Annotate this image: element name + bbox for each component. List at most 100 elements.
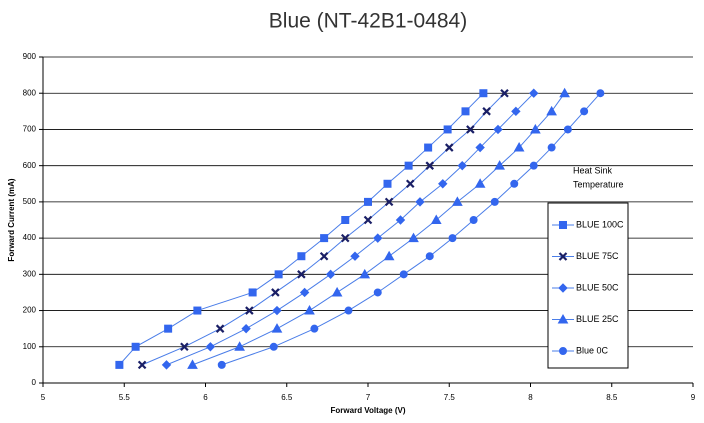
marker xyxy=(325,269,336,280)
marker xyxy=(547,143,556,152)
marker xyxy=(529,161,538,170)
marker xyxy=(438,179,448,189)
y-tick-label: 100 xyxy=(23,342,37,351)
marker xyxy=(448,234,457,243)
marker xyxy=(320,234,329,243)
marker xyxy=(443,125,452,134)
y-tick-label: 300 xyxy=(23,269,37,278)
y-tick-label: 0 xyxy=(32,378,37,387)
marker xyxy=(408,232,419,243)
marker xyxy=(399,270,408,279)
marker xyxy=(205,342,216,352)
marker xyxy=(269,342,278,351)
marker xyxy=(344,306,353,315)
marker xyxy=(299,287,310,298)
marker xyxy=(510,179,519,188)
marker xyxy=(187,359,198,369)
marker xyxy=(363,215,373,225)
marker xyxy=(500,88,509,98)
marker xyxy=(350,251,360,261)
marker xyxy=(424,143,433,152)
marker xyxy=(137,360,147,370)
x-tick-label: 6 xyxy=(203,393,208,402)
y-axis-label: Forward Current (mA) xyxy=(7,178,16,261)
marker xyxy=(457,160,467,171)
marker xyxy=(359,268,371,279)
marker xyxy=(482,107,491,116)
marker xyxy=(425,252,434,261)
marker xyxy=(563,125,572,134)
y-tick-label: 500 xyxy=(23,197,37,206)
marker xyxy=(161,360,172,370)
marker xyxy=(131,342,140,351)
marker xyxy=(474,178,486,188)
annotation: Heat Sink xyxy=(573,165,613,175)
series-line xyxy=(141,92,505,366)
marker xyxy=(341,216,350,224)
marker xyxy=(373,233,383,243)
y-tick-label: 200 xyxy=(23,306,37,315)
marker xyxy=(546,105,557,116)
marker xyxy=(241,323,251,334)
y-tick-label: 800 xyxy=(23,88,37,97)
x-tick-label: 5.5 xyxy=(119,393,131,402)
marker xyxy=(444,143,454,152)
marker xyxy=(596,89,605,98)
marker xyxy=(479,89,488,98)
marker xyxy=(383,250,395,261)
series-line xyxy=(221,92,601,366)
marker xyxy=(304,305,315,315)
marker xyxy=(274,270,283,279)
marker xyxy=(493,124,503,135)
annotation: Temperature xyxy=(573,179,624,189)
marker xyxy=(383,179,392,188)
marker xyxy=(248,288,257,297)
x-tick-label: 7 xyxy=(366,393,371,402)
marker xyxy=(331,286,343,297)
legend-marker xyxy=(558,252,568,261)
legend-marker xyxy=(558,283,568,293)
marker xyxy=(271,323,283,333)
x-tick-label: 7.5 xyxy=(444,393,456,402)
marker xyxy=(466,125,475,134)
legend-label: BLUE 50C xyxy=(576,282,619,292)
marker xyxy=(490,197,499,206)
marker xyxy=(452,196,463,206)
marker xyxy=(271,288,280,297)
marker xyxy=(530,123,541,134)
series-line xyxy=(119,92,484,366)
y-tick-label: 400 xyxy=(23,233,37,242)
marker xyxy=(245,306,254,315)
marker xyxy=(340,233,350,243)
legend-label: BLUE 75C xyxy=(576,251,619,261)
marker xyxy=(180,342,189,352)
marker xyxy=(494,160,505,170)
legend-marker xyxy=(559,221,567,229)
marker xyxy=(115,360,124,369)
x-tick-label: 5 xyxy=(41,393,46,402)
marker xyxy=(234,341,245,351)
x-tick-label: 6.5 xyxy=(281,393,293,402)
chart-title: Blue (NT-42B1-0484) xyxy=(269,10,467,33)
legend-label: BLUE 100C xyxy=(576,219,624,229)
marker xyxy=(529,88,539,98)
series-line xyxy=(166,92,535,366)
legend-marker xyxy=(559,347,567,355)
y-tick-label: 900 xyxy=(23,52,37,61)
marker xyxy=(513,142,525,152)
marker xyxy=(373,288,382,297)
marker xyxy=(384,197,394,207)
marker xyxy=(297,252,306,261)
marker xyxy=(364,197,372,206)
series-line xyxy=(192,92,566,366)
marker xyxy=(297,270,306,279)
marker xyxy=(310,324,319,333)
marker xyxy=(461,107,470,116)
marker xyxy=(430,214,442,224)
marker xyxy=(425,161,435,170)
marker xyxy=(272,305,282,316)
marker xyxy=(580,107,589,116)
marker xyxy=(415,197,425,207)
y-tick-label: 600 xyxy=(23,161,37,170)
